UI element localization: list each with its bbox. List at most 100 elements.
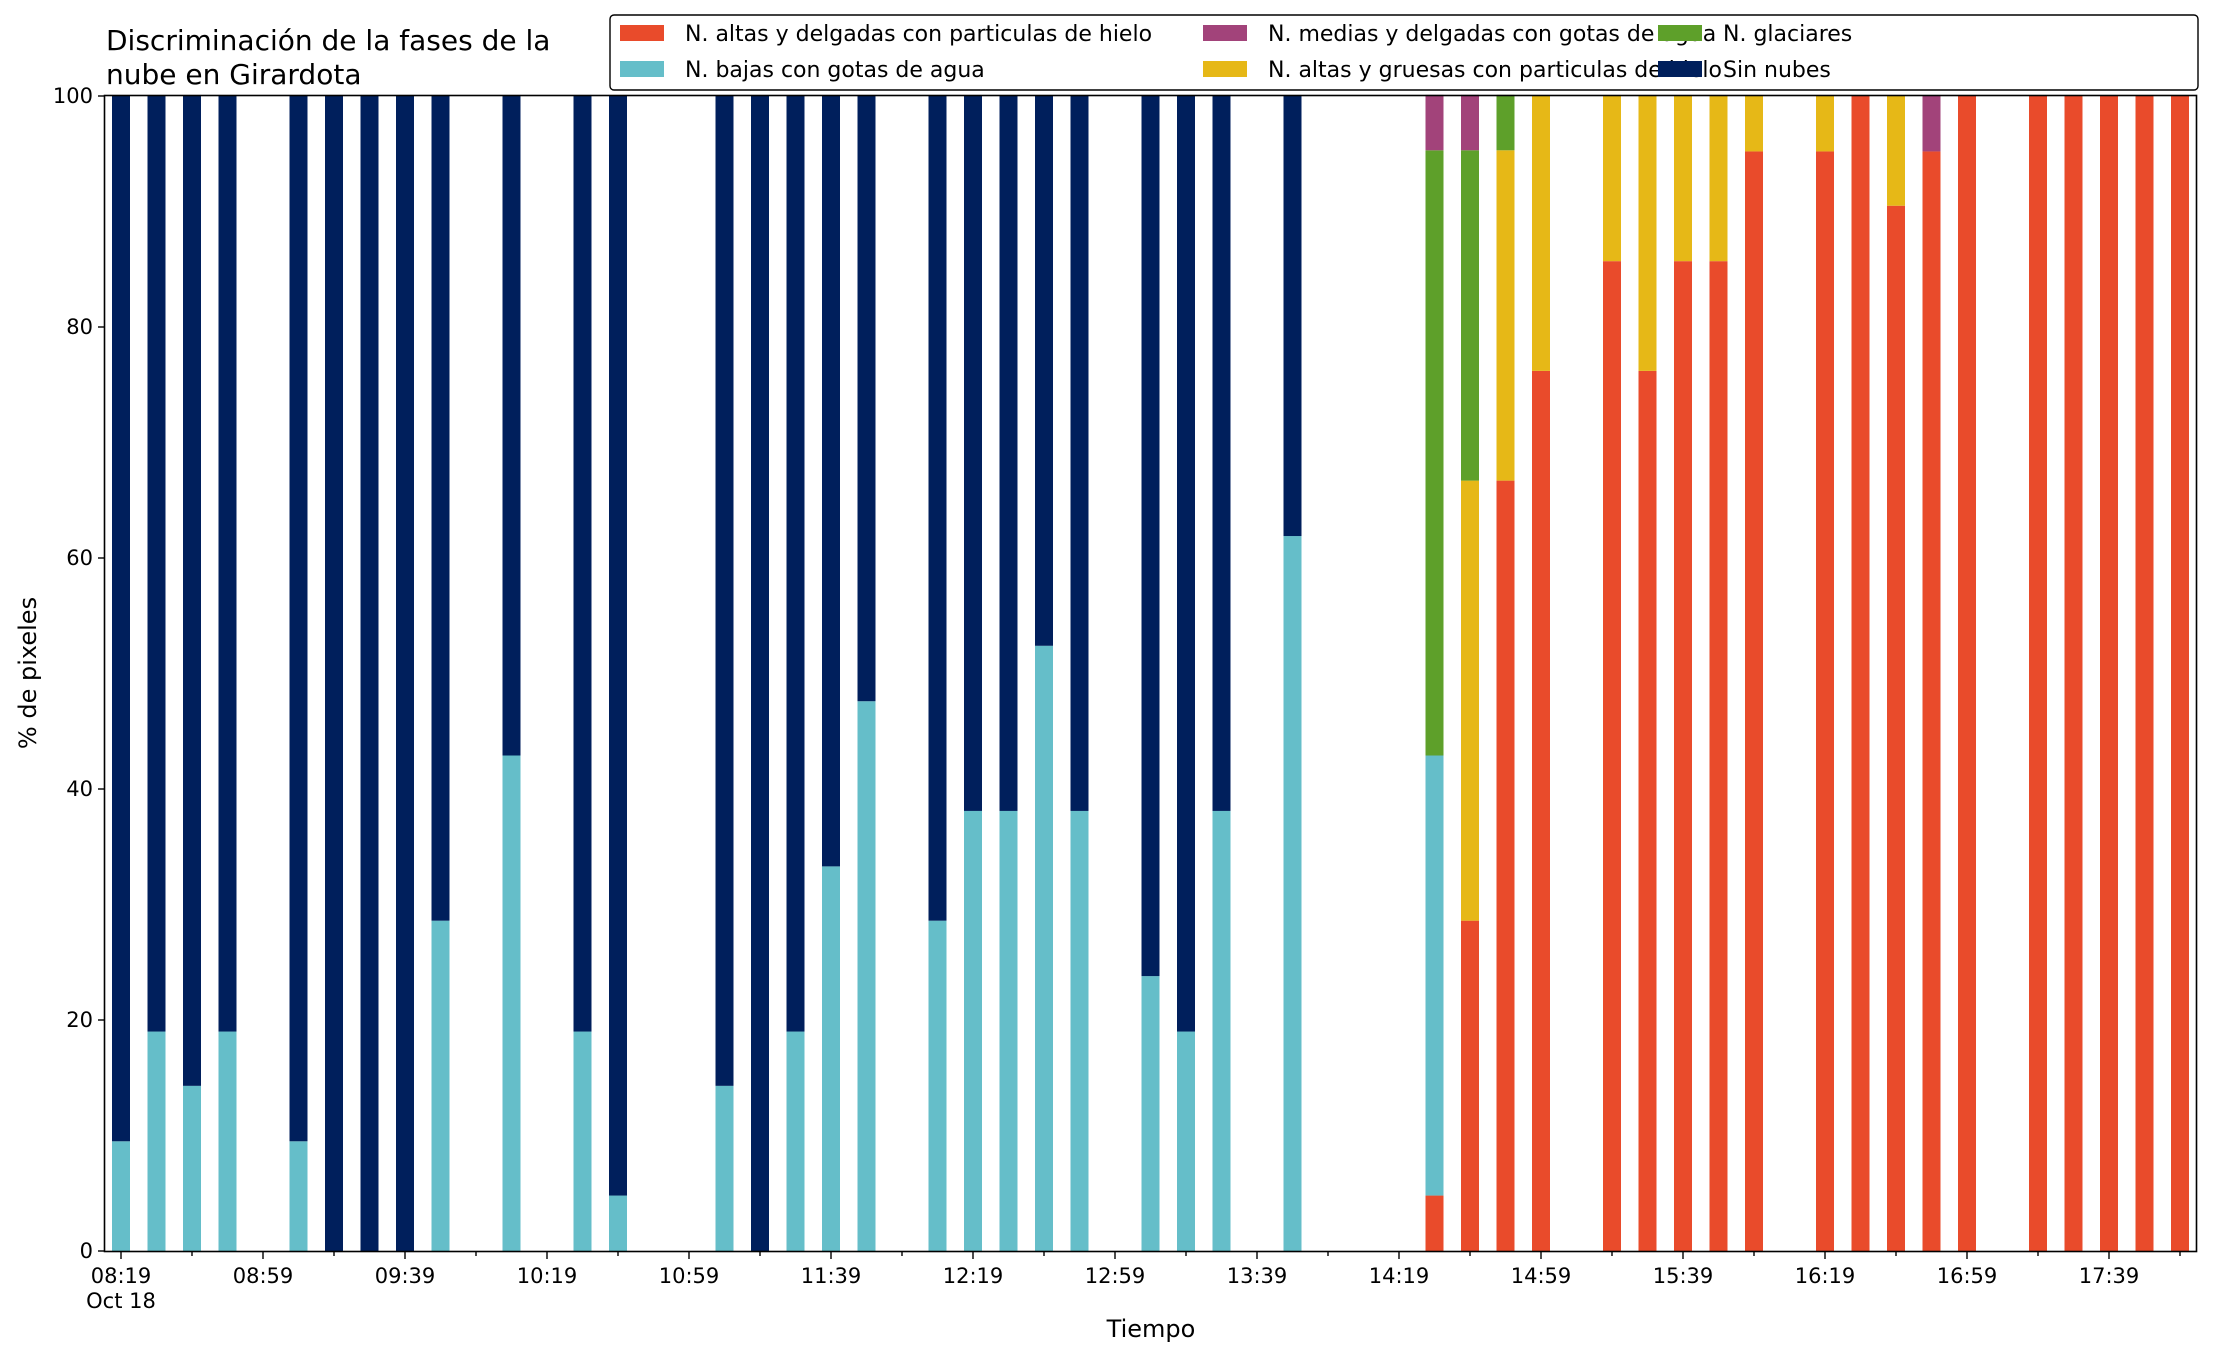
legend-label-sin-nubes: Sin nubes <box>1723 58 1831 83</box>
bar-sin-nubes-20 <box>822 96 840 867</box>
plot-frame <box>103 94 2198 1253</box>
y-axis-label: % de pixeles <box>14 597 42 749</box>
legend-swatch-n-altas-y-gruesas-con-particulas-de-hielo <box>1203 61 1247 77</box>
bar-n-altas-y-gruesas-con-particulas-de-hielo-48 <box>1816 96 1834 152</box>
bar-n-altas-y-delgadas-con-particulas-de-hielo-51 <box>1922 151 1941 1252</box>
x-tick-label: 11:39 <box>801 1264 862 1288</box>
bar-n-bajas-con-gotas-de-agua-11 <box>502 755 521 1251</box>
x-tick-label: 14:19 <box>1369 1264 1430 1288</box>
bar-n-altas-y-gruesas-con-particulas-de-hielo-50 <box>1887 96 1905 206</box>
legend-swatch-n-glaciares <box>1658 25 1702 41</box>
bar-n-altas-y-gruesas-con-particulas-de-hielo-46 <box>1745 96 1763 152</box>
legend-swatch-n-altas-y-delgadas-con-particulas-de-hielo <box>620 25 664 41</box>
bar-n-altas-y-delgadas-con-particulas-de-hielo-52 <box>1958 96 1976 1251</box>
x-axis-label: Tiempo <box>1106 1315 1196 1343</box>
bar-n-altas-y-gruesas-con-particulas-de-hielo-39 <box>1496 150 1515 481</box>
x-tick-label: 16:19 <box>1795 1264 1856 1288</box>
x-tick-label: 12:19 <box>943 1264 1004 1288</box>
x-axis: 08:19 08:59 09:39 10:19 10:59 11:39 12:19 12:59… <box>86 1251 2181 1313</box>
x-tick-label: 10:19 <box>517 1264 578 1288</box>
bar-n-altas-y-delgadas-con-particulas-de-hielo-56 <box>2100 96 2118 1251</box>
bar-n-bajas-con-gotas-de-agua-13 <box>573 1031 592 1251</box>
y-tick-label: 40 <box>66 777 93 801</box>
bar-n-altas-y-delgadas-con-particulas-de-hielo-48 <box>1816 151 1834 1252</box>
bar-n-bajas-con-gotas-de-agua-31 <box>1212 810 1231 1251</box>
y-tick-label: 20 <box>66 1008 93 1032</box>
y-tick-label: 60 <box>66 546 93 570</box>
bar-n-bajas-con-gotas-de-agua-9 <box>431 920 450 1251</box>
bar-sin-nubes-25 <box>999 96 1018 811</box>
bar-n-bajas-con-gotas-de-agua-21 <box>857 701 876 1251</box>
legend-swatch-n-bajas-con-gotas-de-agua <box>620 61 664 77</box>
x-tick-label: 13:39 <box>1227 1264 1288 1288</box>
x-tick-sublabel: Oct 18 <box>86 1289 156 1313</box>
bar-sin-nubes-18 <box>751 96 769 1251</box>
bar-sin-nubes-19 <box>786 96 805 1032</box>
bar-n-glaciares-37 <box>1425 150 1444 756</box>
bar-sin-nubes-31 <box>1212 96 1231 811</box>
bar-sin-nubes-33 <box>1283 96 1302 537</box>
bar-n-altas-y-delgadas-con-particulas-de-hielo-44 <box>1674 261 1692 1251</box>
bar-n-altas-y-gruesas-con-particulas-de-hielo-45 <box>1709 96 1728 262</box>
legend: N. altas y delgadas con particulas de hi… <box>609 14 2199 91</box>
bar-sin-nubes-14 <box>609 96 627 1196</box>
bar-sin-nubes-9 <box>431 96 450 921</box>
bar-n-altas-y-delgadas-con-particulas-de-hielo-45 <box>1709 261 1728 1251</box>
bar-n-bajas-con-gotas-de-agua-29 <box>1141 976 1160 1251</box>
x-tick-label: 16:59 <box>1937 1264 1998 1288</box>
bar-n-altas-y-delgadas-con-particulas-de-hielo-57 <box>2135 96 2154 1251</box>
x-tick-label: 15:39 <box>1653 1264 1714 1288</box>
bar-n-bajas-con-gotas-de-agua-27 <box>1070 810 1089 1251</box>
bar-sin-nubes-24 <box>964 96 982 811</box>
bar-n-altas-y-gruesas-con-particulas-de-hielo-38 <box>1461 480 1479 921</box>
bar-sin-nubes-11 <box>502 96 521 756</box>
bar-n-altas-y-gruesas-con-particulas-de-hielo-40 <box>1532 96 1550 371</box>
bar-n-bajas-con-gotas-de-agua-17 <box>715 1085 734 1251</box>
bar-n-medias-y-delgadas-con-gotas-de-agua-37 <box>1425 94 1444 151</box>
bar-n-bajas-con-gotas-de-agua-0 <box>112 1141 130 1251</box>
bar-n-glaciares-38 <box>1461 150 1479 481</box>
legend-label-n-altas-y-gruesas-con-particulas-de-hielo: N. altas y gruesas con particulas de hie… <box>1268 58 1722 83</box>
bar-n-altas-y-delgadas-con-particulas-de-hielo-43 <box>1638 370 1657 1251</box>
bar-n-bajas-con-gotas-de-agua-25 <box>999 810 1018 1251</box>
bar-n-medias-y-delgadas-con-gotas-de-agua-38 <box>1461 94 1479 151</box>
bar-sin-nubes-7 <box>360 96 379 1251</box>
legend-label-n-medias-y-delgadas-con-gotas-de-agua: N. medias y delgadas con gotas de agua <box>1268 22 1716 47</box>
chart-title-line-1: Discriminación de la fases de la <box>106 24 550 57</box>
bars-layer <box>112 94 2189 1252</box>
bar-n-altas-y-delgadas-con-particulas-de-hielo-40 <box>1532 370 1550 1251</box>
bar-sin-nubes-17 <box>715 96 734 1086</box>
x-tick-label: 09:39 <box>375 1264 436 1288</box>
bar-n-altas-y-delgadas-con-particulas-de-hielo-46 <box>1745 151 1763 1252</box>
bar-n-altas-y-gruesas-con-particulas-de-hielo-42 <box>1603 96 1621 262</box>
bar-n-altas-y-gruesas-con-particulas-de-hielo-43 <box>1638 96 1657 371</box>
bar-sin-nubes-26 <box>1035 96 1053 646</box>
bar-n-bajas-con-gotas-de-agua-19 <box>786 1031 805 1251</box>
bar-sin-nubes-1 <box>147 96 166 1032</box>
bar-n-altas-y-delgadas-con-particulas-de-hielo-38 <box>1461 920 1479 1251</box>
x-tick-label: 10:59 <box>659 1264 720 1288</box>
legend-swatch-sin-nubes <box>1658 61 1702 77</box>
bar-n-bajas-con-gotas-de-agua-2 <box>183 1085 201 1251</box>
legend-label-n-altas-y-delgadas-con-particulas-de-hielo: N. altas y delgadas con particulas de hi… <box>685 22 1152 47</box>
legend-label-n-glaciares: N. glaciares <box>1723 22 1852 47</box>
x-tick-label: 17:39 <box>2079 1264 2140 1288</box>
y-tick-label: 80 <box>66 315 93 339</box>
bar-n-glaciares-39 <box>1496 94 1515 151</box>
chart-title-line-2: nube en Girardota <box>106 58 361 91</box>
bar-n-bajas-con-gotas-de-agua-33 <box>1283 536 1302 1251</box>
x-tick-label: 12:59 <box>1085 1264 1146 1288</box>
y-axis: 0 20 40 60 80 100 <box>53 84 105 1263</box>
bar-n-altas-y-delgadas-con-particulas-de-hielo-39 <box>1496 480 1515 1251</box>
bar-n-altas-y-delgadas-con-particulas-de-hielo-58 <box>2171 96 2189 1251</box>
legend-label-n-bajas-con-gotas-de-agua: N. bajas con gotas de agua <box>685 58 985 83</box>
bar-sin-nubes-23 <box>928 96 947 921</box>
bar-sin-nubes-3 <box>218 96 237 1032</box>
bar-sin-nubes-27 <box>1070 96 1089 811</box>
bar-sin-nubes-29 <box>1141 96 1160 977</box>
bar-n-bajas-con-gotas-de-agua-14 <box>609 1195 627 1251</box>
x-tick-label: 08:59 <box>233 1264 294 1288</box>
bar-n-bajas-con-gotas-de-agua-20 <box>822 866 840 1251</box>
bar-sin-nubes-6 <box>325 96 343 1251</box>
